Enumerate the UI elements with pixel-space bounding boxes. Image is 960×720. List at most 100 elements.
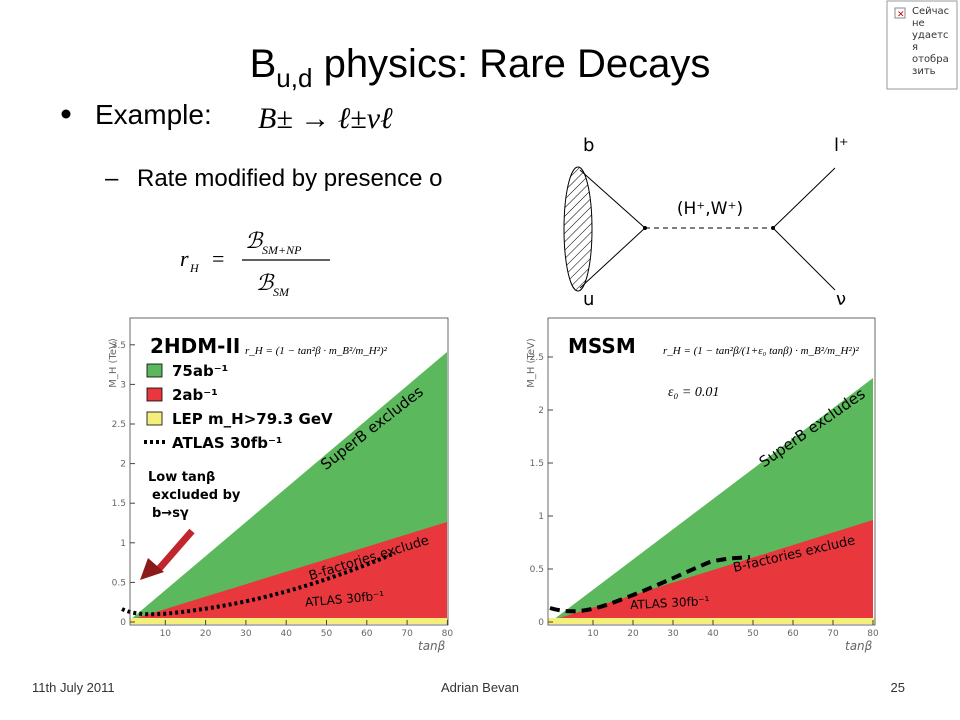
legend-label: 2ab⁻¹ (172, 386, 218, 404)
slide-title: Bu,d physics: Rare Decays (250, 42, 711, 93)
annotation-arrow (155, 528, 195, 573)
bullet-dot (61, 109, 71, 119)
model-label: MSSM (568, 334, 636, 358)
bfactory-region (130, 522, 447, 620)
broken-icon-mark: ✕ (897, 10, 905, 20)
x-tick-label: 20 (200, 629, 212, 639)
plot: 0 0.5 1 1.5 2 2.5 3 3.5 10 20 30 40 50 60 70 80 M_H (TeV… (100, 310, 460, 657)
placeholder-text: не (912, 18, 925, 29)
lep-region (548, 618, 875, 624)
x-tick-label: 50 (747, 629, 759, 639)
x-tick-label: 80 (442, 629, 454, 639)
y-tick-label: 1.5 (112, 499, 126, 509)
annotation-text: excluded by (152, 488, 241, 503)
bullet-formula: B± → ℓ±νℓ (258, 102, 393, 135)
quark-label: u (583, 289, 594, 310)
title-subscript: u,d (276, 63, 312, 93)
y-tick-label: 2 (538, 406, 544, 416)
lepton-label: l⁺ (834, 135, 849, 156)
y-tick-label: 2.5 (112, 420, 126, 430)
formula-numerator: ℬ (245, 228, 264, 253)
feynman-diagram: b u l⁺ ν (H⁺,W⁺) (545, 128, 870, 310)
x-tick-label: 20 (627, 629, 639, 639)
annotation-text: Low tanβ (148, 470, 215, 485)
x-tick-label: 60 (787, 629, 799, 639)
rh-formula: r H = ℬ SM+NP ℬ SM (180, 228, 330, 299)
placeholder-text: зить (912, 66, 936, 77)
y-tick-label: 0.5 (530, 565, 544, 575)
neutrino-label: ν (836, 289, 846, 310)
formula-eq: = (212, 246, 224, 271)
legend-label: 75ab⁻¹ (172, 362, 228, 380)
footer-author: Adrian Bevan (441, 680, 519, 695)
x-axis-label: tanβ (845, 639, 873, 653)
formula-numerator-sub: SM+NP (262, 243, 302, 257)
x-axis-label: tanβ (418, 639, 446, 653)
formula-denominator: ℬ (256, 270, 275, 295)
y-tick-label: 0 (120, 618, 126, 628)
y-tick-label: 0.5 (112, 578, 126, 588)
footer-date: 11th July 2011 (32, 680, 115, 695)
legend-label: ATLAS 30fb⁻¹ (172, 434, 283, 452)
region-label: ATLAS 30fb⁻¹ (630, 594, 710, 612)
title-base: B (250, 42, 277, 86)
model-label: 2HDM-II (150, 334, 240, 358)
boson-label: (H⁺,W⁺) (677, 199, 743, 219)
model-formula: r_H = (1 − tan²β · m_B²/m_H²)² (245, 345, 388, 357)
x-tick-label: 30 (667, 629, 679, 639)
y-tick-label: 3 (120, 380, 126, 390)
quark-line (579, 169, 646, 229)
region-label: ATLAS 30fb⁻¹ (304, 589, 385, 610)
formula-lhs: r (180, 246, 189, 271)
legend-swatch (146, 363, 163, 378)
diagram-background (545, 128, 870, 310)
placeholder-text: отобра (912, 54, 949, 65)
placeholder-text: удаетс (912, 30, 948, 41)
x-tick-label: 70 (401, 629, 413, 639)
y-tick-label: 2.5 (530, 353, 544, 363)
annotation-arrowhead (140, 558, 164, 580)
placeholder-text: Сейчас (912, 6, 949, 17)
y-axis-label: M_H (TeV) (108, 338, 119, 388)
placeholder-text: я (912, 42, 918, 53)
y-tick-label: 0 (538, 618, 544, 628)
x-tick-label: 10 (160, 629, 172, 639)
legend-label: LEP m_H>79.3 GeV (172, 410, 333, 428)
x-tick-label: 40 (707, 629, 719, 639)
formula-denominator-sub: SM (273, 285, 290, 299)
footer-page: 25 (891, 680, 905, 695)
lepton-line (772, 167, 836, 229)
vertex (643, 226, 647, 230)
y-tick-label: 2 (120, 460, 126, 470)
y-axis-label: M_H (TeV) (526, 338, 537, 388)
y-tick-label: 1.5 (530, 459, 544, 469)
quark-line (579, 227, 646, 289)
x-tick-label: 70 (827, 629, 839, 639)
x-tick-label: 40 (280, 629, 292, 639)
legend-swatch (146, 411, 163, 426)
neutrino-line (772, 227, 836, 291)
vertex (771, 226, 775, 230)
quark-label: b (583, 135, 594, 156)
atlas-curve (121, 551, 396, 617)
y-tick-label: 1 (120, 539, 126, 549)
meson-blob (563, 166, 593, 292)
x-tick-label: 80 (867, 629, 879, 639)
plot: 0 0.5 1 1.5 2 2.5 10 20 30 40 50 60 70 80 M_H (TeV) tan… (518, 310, 887, 657)
lep-region (130, 618, 448, 624)
plot-frame (547, 317, 876, 626)
formula-lhs-sub: H (189, 261, 200, 275)
plot-frame (129, 317, 449, 626)
annotation-text: b→sγ (152, 506, 189, 521)
sub-bullet-text: Rate modified by presence o (137, 165, 443, 192)
title-text: physics: Rare Decays (312, 42, 710, 86)
sub-bullet-dash: – (105, 165, 119, 192)
x-tick-label: 30 (240, 629, 252, 639)
x-tick-label: 60 (361, 629, 373, 639)
x-tick-label: 10 (587, 629, 599, 639)
model-formula: r_H = (1 − tan²β/(1+ε₀ tanβ) · m_B²/m_H²… (663, 345, 859, 357)
broken-icon (894, 7, 906, 19)
bullet-text: Example: (95, 99, 212, 130)
